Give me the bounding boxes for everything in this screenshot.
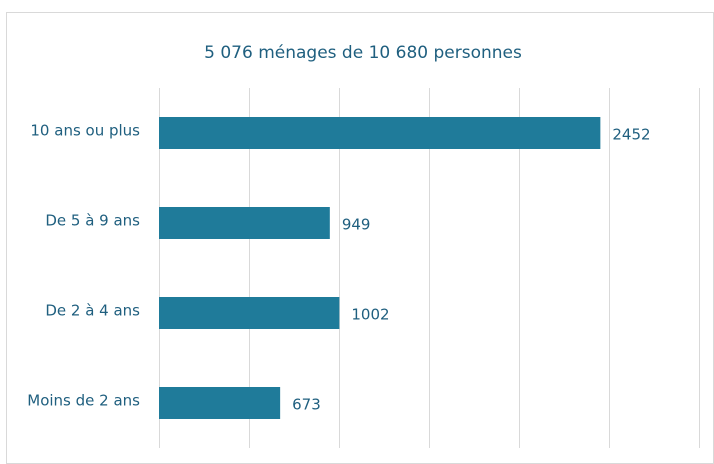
bar: [159, 387, 281, 419]
data-label: 2452: [612, 126, 650, 144]
y-tick-label: De 2 à 4 ans: [45, 302, 140, 320]
data-label: 1002: [351, 306, 389, 324]
data-label: 949: [342, 216, 371, 234]
chart-frame: [6, 12, 714, 464]
data-label: 673: [292, 396, 321, 414]
chart-title: 5 076 ménages de 10 680 personnes: [204, 43, 522, 63]
bar: [159, 207, 330, 239]
y-tick-label: Moins de 2 ans: [27, 392, 140, 410]
bar: [159, 117, 601, 149]
bar: [159, 297, 340, 329]
y-tick-label: 10 ans ou plus: [30, 122, 140, 140]
y-tick-label: De 5 à 9 ans: [45, 212, 140, 230]
